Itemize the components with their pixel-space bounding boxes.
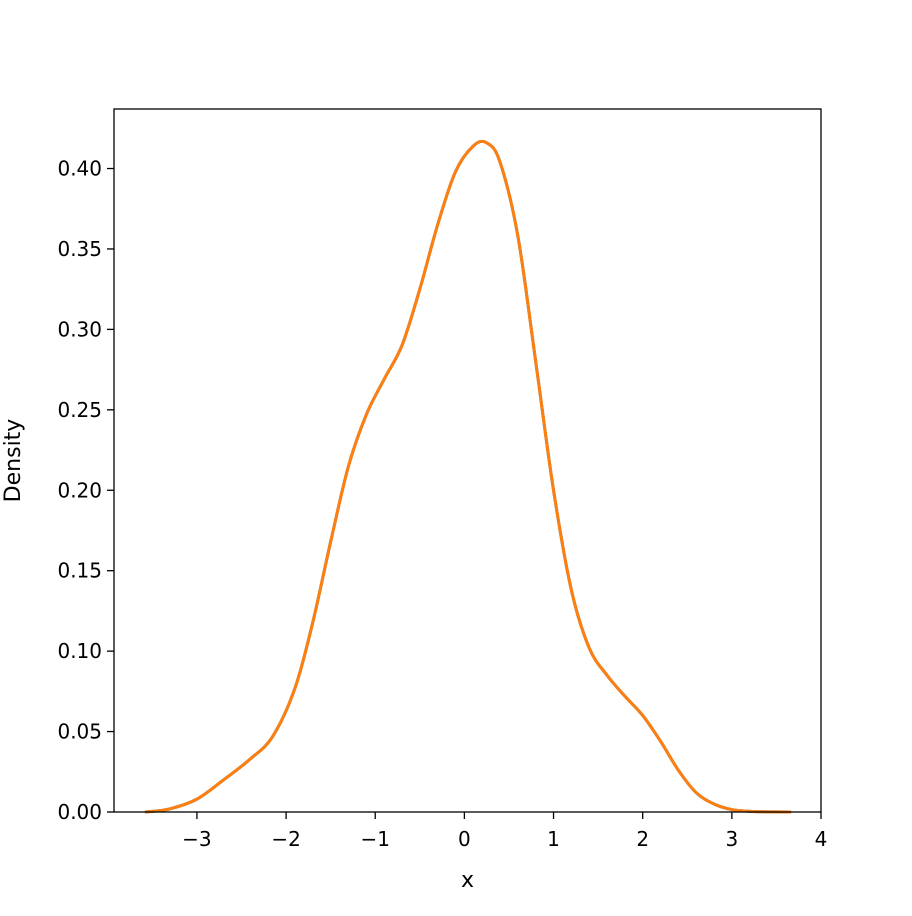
x-tick-label: 1 xyxy=(547,827,560,851)
x-tick-label: −2 xyxy=(271,827,300,851)
y-tick-label: 0.05 xyxy=(57,720,102,744)
y-tick-label: 0.00 xyxy=(57,800,102,824)
x-tick-label: −1 xyxy=(360,827,389,851)
density-curve-2 xyxy=(144,139,792,814)
y-axis-ticks: 0.00 0.05 0.10 0.15 0.20 0.25 0.30 0.35 0.40 xyxy=(57,157,114,824)
x-axis-ticks: −3 −2 −1 0 1 2 3 4 xyxy=(182,812,827,851)
y-tick-label: 0.30 xyxy=(57,317,102,341)
x-tick-label: 0 xyxy=(458,827,471,851)
y-tick-label: 0.15 xyxy=(57,559,102,583)
x-axis-label: x xyxy=(461,868,474,893)
x-tick-label: 4 xyxy=(815,827,828,851)
plot-frame xyxy=(113,108,822,813)
y-tick-label: 0.40 xyxy=(57,157,102,181)
series-layer xyxy=(144,139,792,814)
y-axis-label: Density xyxy=(1,419,26,503)
x-tick-label: 2 xyxy=(636,827,649,851)
y-tick-label: 0.35 xyxy=(57,237,102,261)
y-tick-label: 0.10 xyxy=(57,639,102,663)
y-tick-label: 0.25 xyxy=(57,398,102,422)
x-tick-label: −3 xyxy=(182,827,211,851)
plot-area xyxy=(114,109,821,812)
x-tick-label: 3 xyxy=(725,827,738,851)
y-tick-label: 0.20 xyxy=(57,478,102,502)
